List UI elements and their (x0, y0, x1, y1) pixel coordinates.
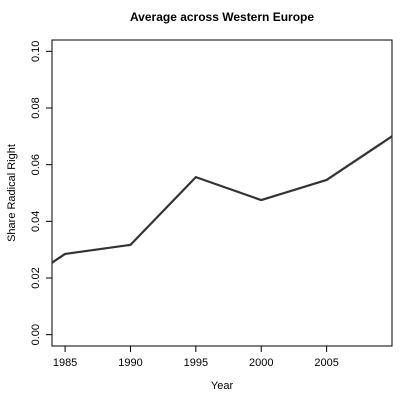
y-tick-label: 0.04 (30, 211, 42, 232)
x-tick-label: 1995 (184, 357, 208, 369)
x-tick-label: 2000 (249, 357, 273, 369)
y-tick-label: 0.02 (30, 267, 42, 288)
x-axis-label: Year (211, 380, 234, 392)
data-line (51, 135, 393, 264)
x-tick-label: 1985 (53, 357, 77, 369)
y-tick-label: 0.10 (30, 41, 42, 62)
y-tick-label: 0.00 (30, 324, 42, 345)
x-tick-label: 2005 (314, 357, 338, 369)
y-tick-label: 0.08 (30, 97, 42, 118)
chart-title: Average across Western Europe (130, 10, 314, 24)
y-axis-label: Share Radical Right (6, 144, 18, 242)
x-tick-label: 1990 (118, 357, 142, 369)
plot-frame (51, 39, 393, 347)
y-tick-label: 0.06 (30, 154, 42, 175)
